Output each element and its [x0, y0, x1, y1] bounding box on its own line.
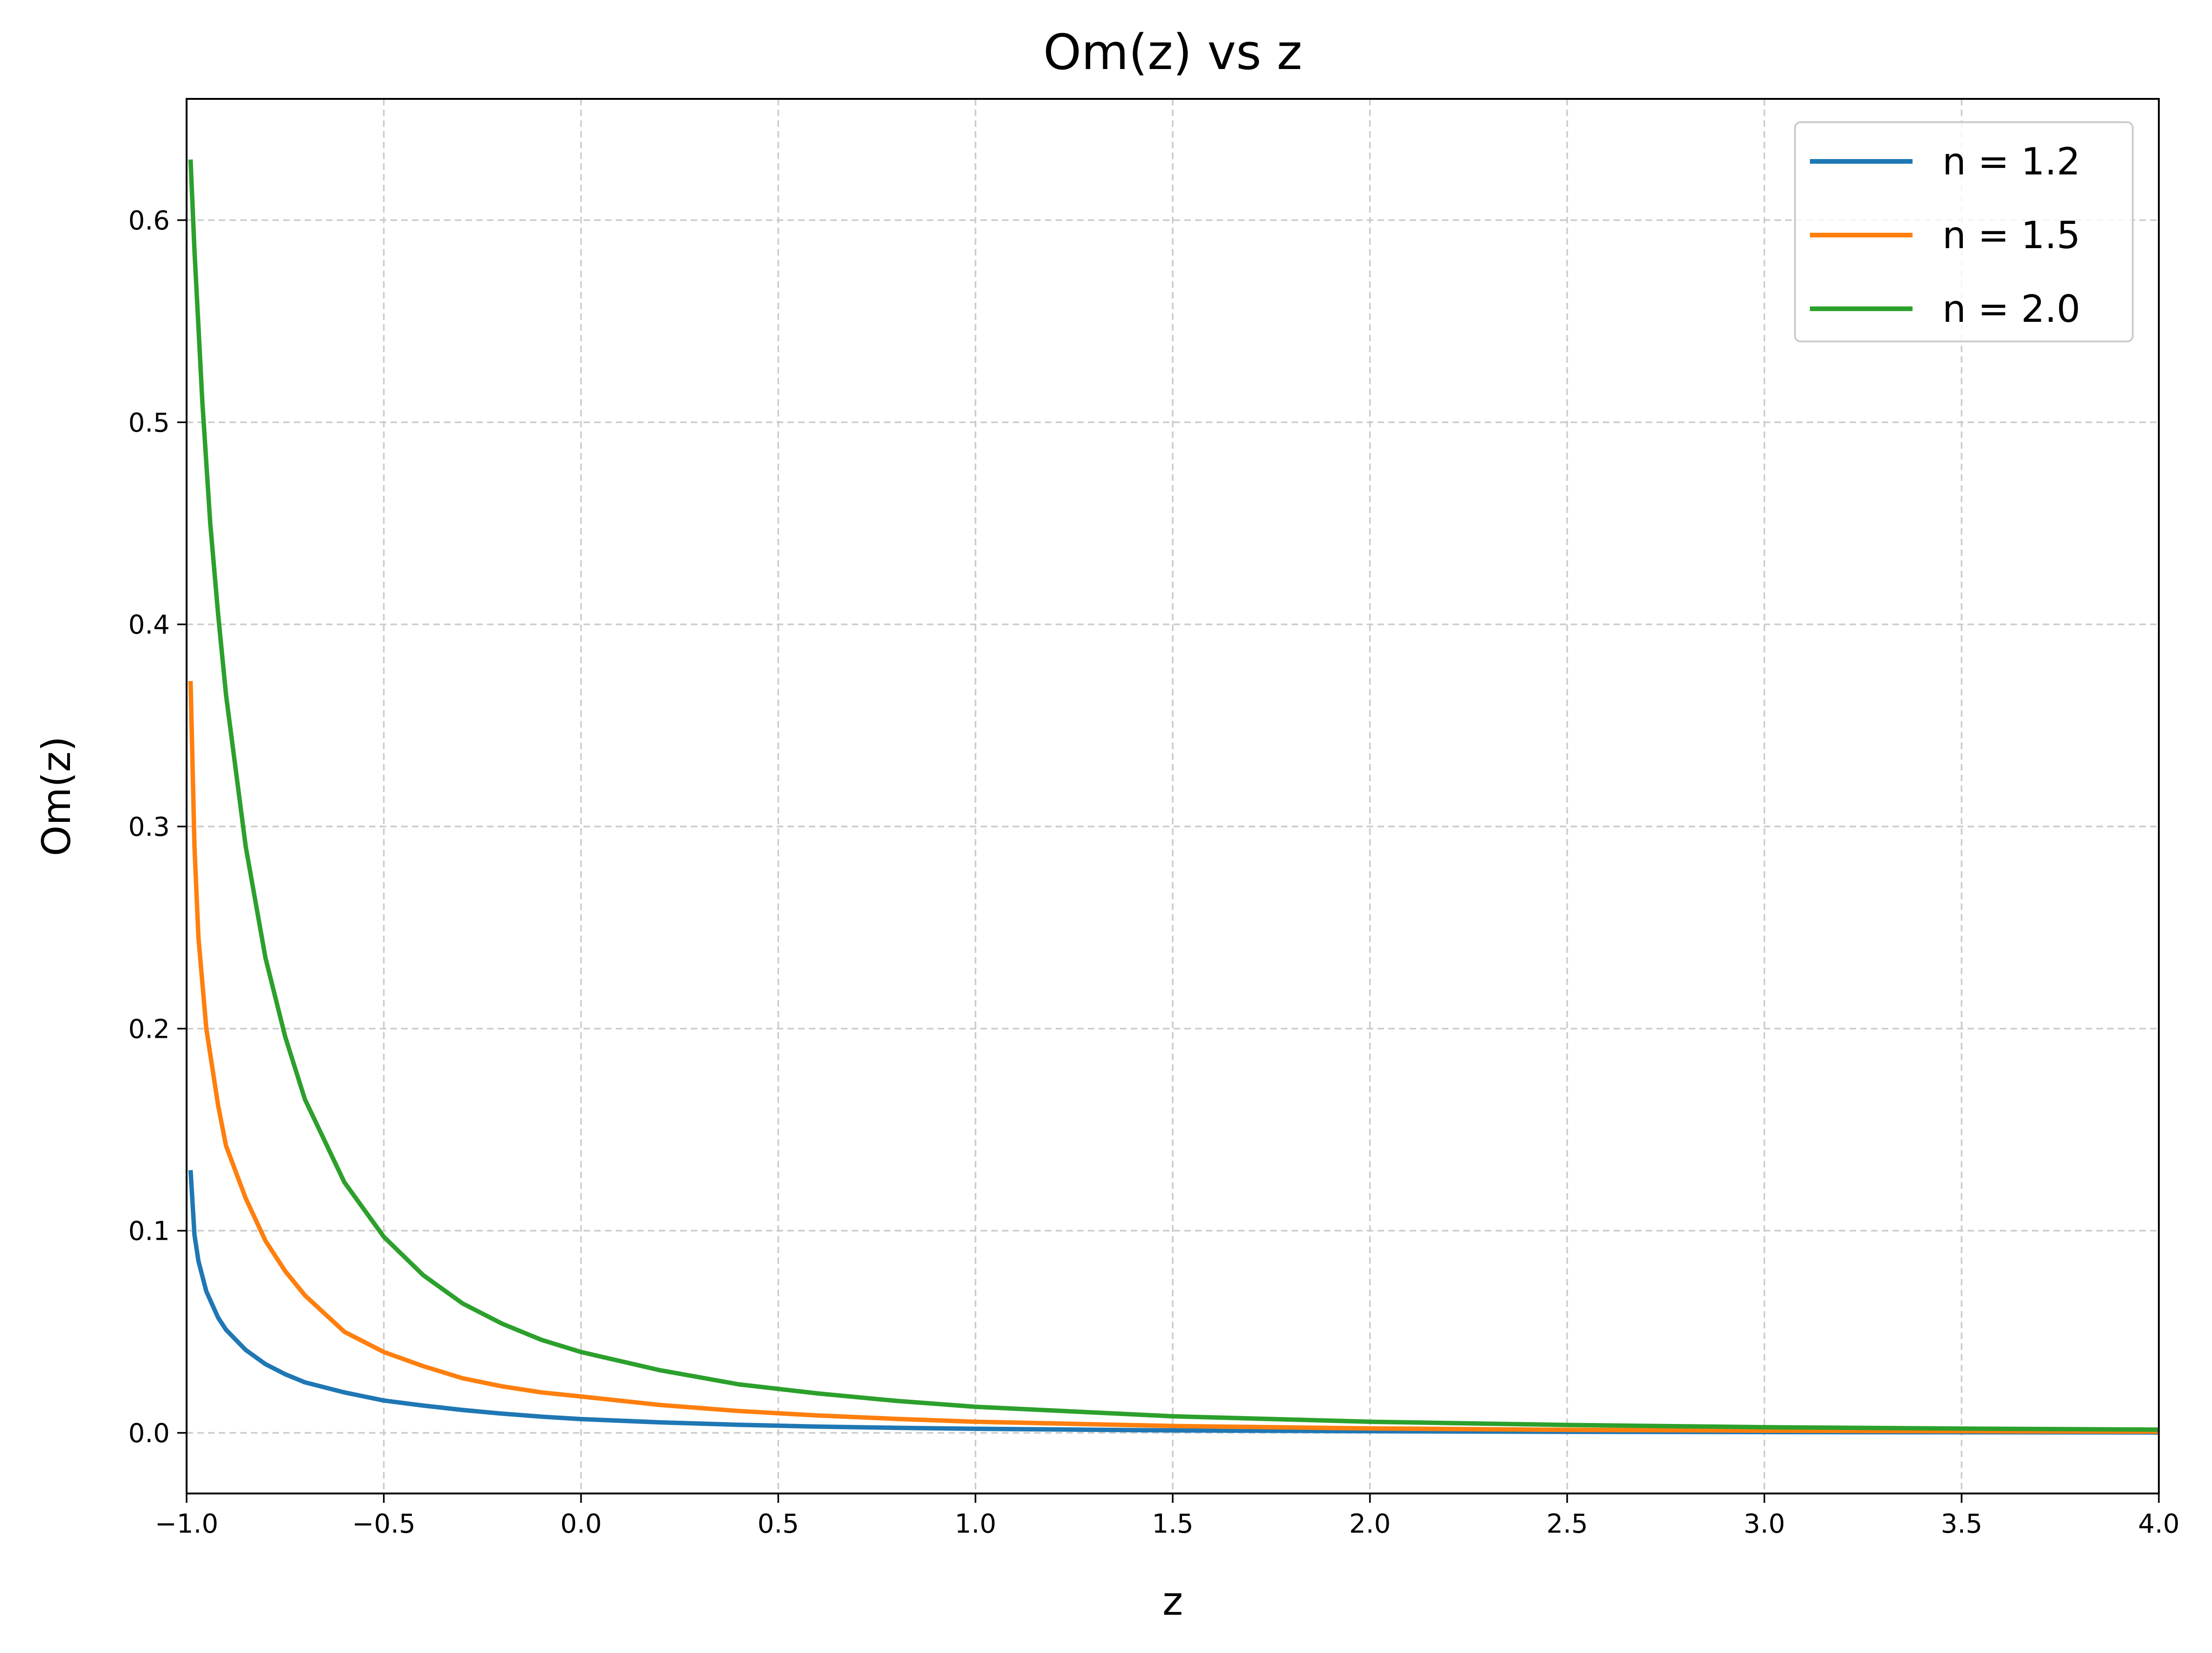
x-tick-label: 3.0 [1744, 1509, 1785, 1539]
x-tick-label: −1.0 [155, 1509, 218, 1539]
x-tick-label: 1.5 [1152, 1509, 1193, 1539]
y-tick-label: 0.4 [128, 610, 170, 640]
legend-label-1: n = 1.2 [1942, 140, 2080, 183]
legend-label-2: n = 1.5 [1942, 214, 2080, 257]
x-tick-label: 0.0 [560, 1509, 602, 1539]
x-tick-label: 2.0 [1349, 1509, 1391, 1539]
x-axis-ticks: −1.0 −0.5 0.0 0.5 1.0 1.5 2.0 2.5 3.0 3.5 4.0 [155, 1493, 2180, 1539]
y-tick-label: 0.6 [128, 206, 170, 236]
y-tick-label: 0.0 [128, 1418, 170, 1449]
y-tick-label: 0.3 [128, 812, 170, 842]
y-tick-label: 0.2 [128, 1014, 170, 1044]
y-axis-ticks: 0.0 0.1 0.2 0.3 0.4 0.5 0.6 [128, 206, 187, 1449]
x-tick-label: 0.5 [758, 1509, 799, 1539]
y-tick-label: 0.5 [128, 408, 170, 438]
x-tick-label: 4.0 [2138, 1509, 2179, 1539]
chart-title: Om(z) vs z [1043, 24, 1302, 81]
series-line-2 [188, 681, 2159, 1434]
legend-label-3: n = 2.0 [1942, 287, 2080, 331]
series-line-3 [188, 159, 2159, 1432]
x-tick-label: 3.5 [1941, 1509, 1982, 1539]
legend-items: n = 1.2 n = 1.5 n = 2.0 [1810, 140, 2080, 331]
x-tick-label: 1.0 [955, 1509, 996, 1539]
plot-frame [186, 98, 2160, 1494]
x-tick-label: −0.5 [352, 1509, 416, 1539]
legend-box [1794, 121, 2134, 342]
series-lines [188, 159, 2159, 1435]
y-axis-title: Om(z) [34, 736, 79, 856]
x-axis-title: z [1162, 1578, 1183, 1624]
y-tick-label: 0.1 [128, 1216, 170, 1247]
x-tick-label: 2.5 [1546, 1509, 1588, 1539]
series-line-1 [188, 1170, 2159, 1435]
legend: n = 1.2 n = 1.5 n = 2.0 [1794, 121, 2134, 342]
